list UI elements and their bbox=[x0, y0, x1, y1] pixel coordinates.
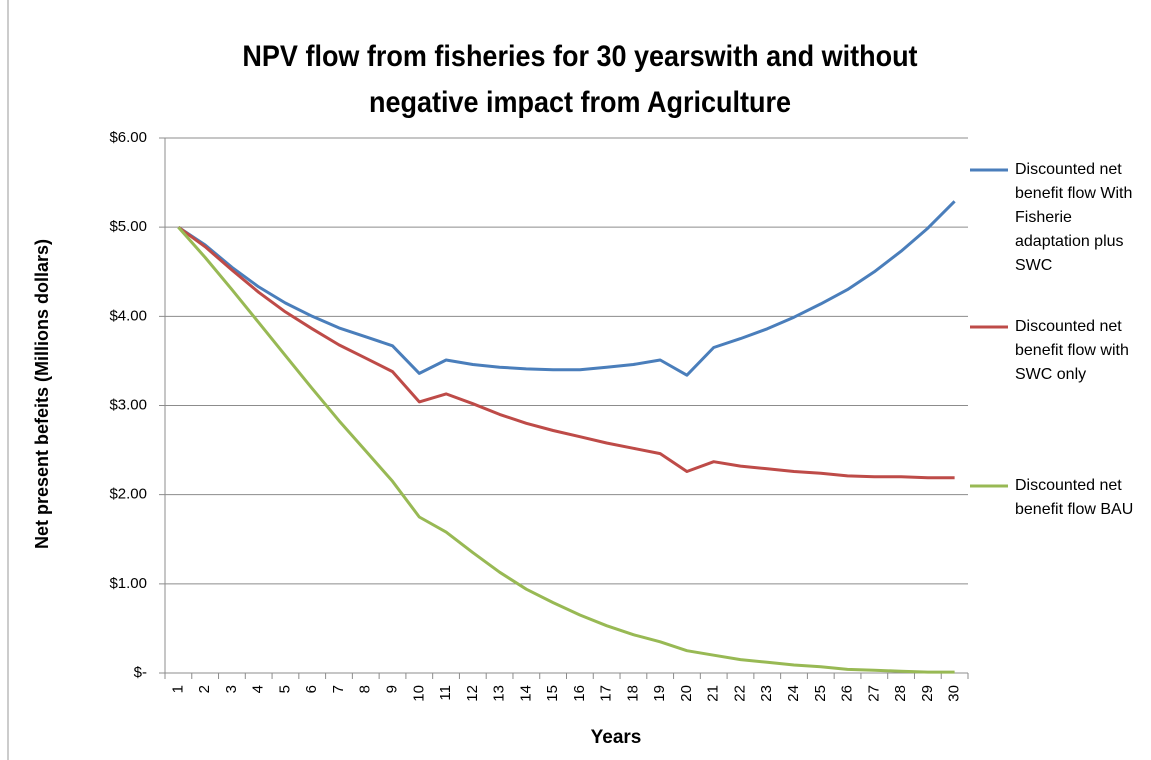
legend-label: Discounted net benefit flow with SWC onl… bbox=[1015, 318, 1129, 383]
series-line bbox=[177, 200, 956, 377]
y-tick-label: $3.00 bbox=[109, 396, 147, 413]
x-tick-label: 17 bbox=[598, 685, 615, 702]
x-tick-label: 23 bbox=[758, 685, 775, 702]
x-tick-label: 5 bbox=[276, 685, 293, 693]
x-tick-label: 6 bbox=[303, 685, 320, 693]
x-tick-label: 27 bbox=[865, 685, 882, 702]
x-tick-label: 11 bbox=[437, 685, 454, 701]
y-tick-label: $2.00 bbox=[109, 486, 147, 503]
x-tick-label: 3 bbox=[223, 685, 240, 693]
x-tick-label: 13 bbox=[491, 685, 508, 702]
x-tick-label: 9 bbox=[383, 685, 400, 693]
y-tick-label: $1.00 bbox=[109, 575, 147, 592]
x-tick-label: 8 bbox=[357, 685, 374, 693]
y-tick-label: $- bbox=[134, 664, 147, 681]
x-tick-label: 19 bbox=[651, 685, 668, 702]
x-tick-label: 28 bbox=[892, 685, 909, 702]
x-tick-label: 16 bbox=[571, 685, 588, 702]
y-tick-label: $5.00 bbox=[109, 218, 147, 235]
x-tick-label: 1 bbox=[169, 685, 186, 693]
y-tick-label: $4.00 bbox=[109, 307, 147, 324]
legend-label: Discounted net benefit flow With Fisheri… bbox=[1015, 161, 1133, 274]
x-tick-label: 30 bbox=[946, 685, 963, 702]
x-tick-label: 21 bbox=[705, 685, 722, 702]
x-tick-label: 24 bbox=[785, 685, 802, 702]
x-tick-label: 26 bbox=[839, 685, 856, 702]
chart-title: NPV flow from fisheries for 30 yearswith… bbox=[242, 40, 918, 119]
legend-label: Discounted net benefit flow BAU bbox=[1015, 477, 1134, 518]
x-tick-label: 22 bbox=[731, 685, 748, 702]
series-line bbox=[177, 225, 955, 480]
x-tick-label: 18 bbox=[624, 685, 641, 702]
x-axis-label: Years bbox=[590, 727, 642, 748]
x-tick-label: 10 bbox=[410, 685, 427, 702]
x-tick-label: 15 bbox=[544, 685, 561, 702]
x-tick-label: 14 bbox=[517, 685, 534, 702]
series-line bbox=[177, 226, 955, 674]
y-tick-label: $6.00 bbox=[109, 129, 147, 146]
x-tick-label: 2 bbox=[196, 685, 213, 693]
chart-border bbox=[7, 0, 9, 760]
y-axis-label: Net present befeits (Millions dollars) bbox=[32, 238, 52, 550]
x-tick-label: 7 bbox=[330, 685, 347, 693]
x-tick-label: 20 bbox=[678, 685, 695, 702]
x-tick-label: 29 bbox=[919, 685, 936, 702]
x-tick-label: 4 bbox=[250, 685, 267, 693]
x-tick-label: 12 bbox=[464, 685, 481, 702]
x-tick-label: 25 bbox=[812, 685, 829, 702]
